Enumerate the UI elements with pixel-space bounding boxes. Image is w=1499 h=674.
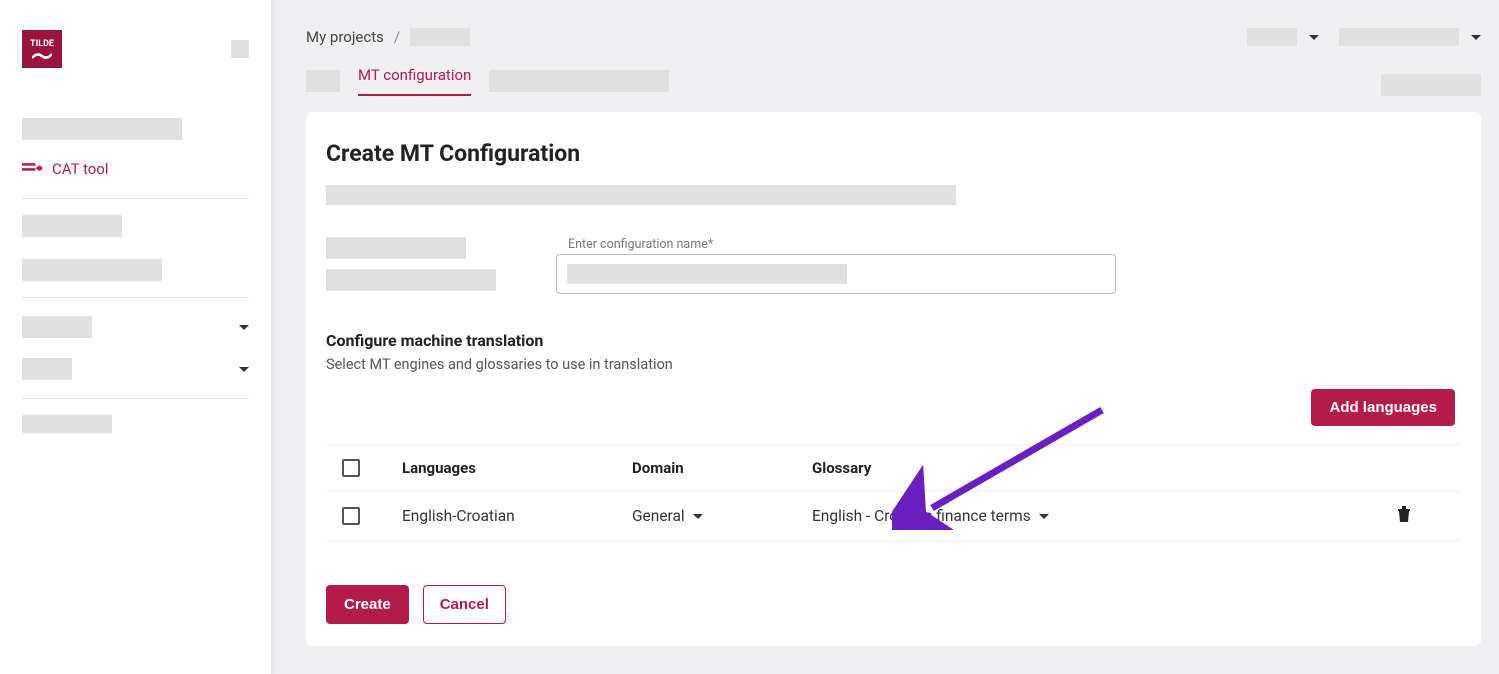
col-glossary: Glossary	[812, 459, 1282, 477]
chevron-down-icon	[1039, 514, 1049, 519]
sidebar-dropdown-1[interactable]	[0, 306, 271, 348]
placeholder	[22, 415, 112, 433]
placeholder	[22, 358, 72, 380]
button-label: Cancel	[440, 596, 489, 613]
create-button[interactable]: Create	[326, 585, 409, 624]
sidebar-dropdown-2[interactable]	[0, 348, 271, 390]
row-glossary-value: English - Croatian finance terms	[812, 507, 1031, 525]
topbar: My projects /	[306, 10, 1481, 48]
configure-title: Configure machine translation	[326, 331, 1461, 350]
button-label: Add languages	[1329, 399, 1437, 416]
add-languages-button[interactable]: Add languages	[1311, 389, 1455, 426]
placeholder	[1339, 28, 1459, 46]
placeholder	[410, 28, 470, 46]
languages-table: Languages Domain Glossary English-Croati…	[326, 444, 1461, 541]
placeholder	[22, 215, 122, 237]
config-name-label: Enter configuration name*	[556, 237, 1461, 252]
sidebar-item-label: CAT tool	[52, 160, 109, 178]
left-placeholders	[326, 237, 496, 301]
select-all-checkbox[interactable]	[342, 459, 360, 477]
brand-name: TILDE	[30, 39, 54, 49]
chevron-down-icon	[693, 514, 703, 519]
sidebar: TILDE CAT tool	[0, 0, 272, 674]
col-languages: Languages	[402, 459, 632, 477]
col-domain: Domain	[632, 459, 812, 477]
placeholder	[1381, 74, 1481, 96]
placeholder	[22, 118, 182, 140]
sidebar-item-cat-tool[interactable]: CAT tool	[0, 148, 271, 190]
cat-tool-icon	[22, 161, 42, 177]
top-dropdown-2[interactable]	[1339, 28, 1481, 46]
chevron-down-icon	[1309, 35, 1319, 40]
button-label: Create	[344, 596, 391, 613]
breadcrumb: My projects /	[306, 28, 470, 46]
sidebar-toggle-placeholder	[231, 40, 249, 58]
tab-placeholder	[306, 70, 340, 92]
brand-logo: TILDE	[22, 30, 62, 68]
table-row: English-Croatian General English - Croat…	[326, 492, 1461, 541]
logo-wave-icon	[32, 52, 52, 60]
row-glossary-dropdown[interactable]: English - Croatian finance terms	[812, 507, 1282, 525]
chevron-down-icon	[239, 325, 249, 330]
configure-subtitle: Select MT engines and glossaries to use …	[326, 356, 1461, 373]
table-header: Languages Domain Glossary	[326, 445, 1461, 492]
row-checkbox[interactable]	[342, 507, 360, 525]
placeholder	[22, 259, 162, 281]
main-content: My projects / MT configuration	[272, 0, 1499, 674]
placeholder	[567, 264, 847, 284]
row-domain-dropdown[interactable]: General	[632, 507, 812, 525]
placeholder	[326, 269, 496, 291]
cancel-button[interactable]: Cancel	[423, 585, 506, 624]
tab-label: MT configuration	[358, 66, 471, 84]
tab-mt-configuration[interactable]: MT configuration	[358, 66, 471, 96]
config-name-input[interactable]	[556, 254, 1116, 294]
row-language-pair: English-Croatian	[402, 507, 632, 525]
card-title: Create MT Configuration	[326, 130, 1461, 181]
chevron-down-icon	[1471, 35, 1481, 40]
top-dropdown-1[interactable]	[1247, 28, 1319, 46]
placeholder	[326, 185, 956, 205]
placeholder	[326, 237, 466, 259]
placeholder	[1247, 28, 1297, 46]
row-domain-value: General	[632, 507, 685, 525]
breadcrumb-root[interactable]: My projects	[306, 28, 384, 46]
tab-placeholder	[489, 70, 669, 92]
tabs-row: MT configuration	[306, 66, 1481, 96]
placeholder	[22, 316, 92, 338]
configuration-card: Create MT Configuration Enter configurat…	[306, 112, 1481, 646]
breadcrumb-separator: /	[394, 28, 400, 46]
trash-icon[interactable]	[1397, 506, 1411, 522]
chevron-down-icon	[239, 367, 249, 372]
